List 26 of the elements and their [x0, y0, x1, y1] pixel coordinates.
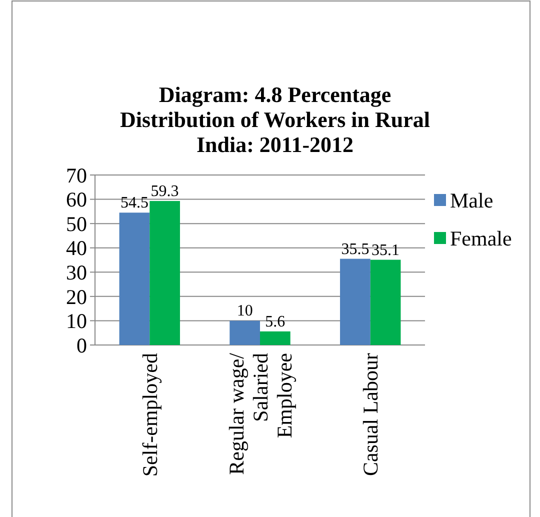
y-tick-label: 60 [66, 188, 87, 212]
data-label: 59.3 [150, 182, 179, 200]
data-label: 35.5 [341, 240, 370, 258]
y-tick-label: 70 [66, 163, 87, 188]
legend-label: Female [450, 226, 512, 250]
bar [340, 258, 370, 345]
y-tick-label: 20 [66, 284, 87, 309]
y-tick-label: 30 [66, 260, 87, 284]
y-tick-label: 10 [66, 309, 87, 334]
bar [260, 331, 290, 345]
y-tick-label: 0 [76, 333, 87, 358]
chart-title: Diagram: 4.8 Percentage Distribution of Workers in Rural India: 2011-2012 [120, 82, 430, 157]
bar [119, 212, 150, 345]
x-tick-label: Self-employed [138, 352, 162, 477]
data-label: 35.1 [372, 242, 400, 259]
data-label: 10 [236, 302, 253, 320]
data-label: 54.5 [120, 194, 148, 212]
y-tick-label: 40 [66, 236, 87, 260]
bar [370, 260, 401, 345]
legend-label: Male [450, 188, 494, 212]
x-tick-label: Regular wage/ Salaried Employee [224, 352, 296, 475]
bar [230, 320, 260, 345]
y-tick-label: 50 [66, 212, 87, 236]
data-label: 5.6 [265, 313, 286, 330]
bar [150, 200, 180, 345]
x-tick-label: Casual Labour [358, 352, 383, 476]
